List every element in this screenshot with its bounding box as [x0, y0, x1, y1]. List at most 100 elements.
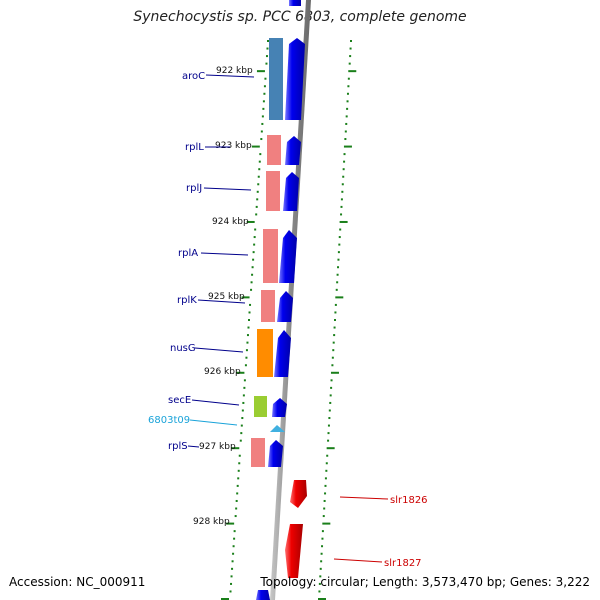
- minor-tick-left: [233, 530, 236, 533]
- minor-tick-left: [257, 183, 260, 186]
- minor-tick-left: [241, 409, 244, 412]
- minor-tick-left: [236, 492, 239, 495]
- minor-tick-right: [336, 281, 339, 284]
- product-box-rplL: [267, 135, 281, 165]
- minor-tick-left: [263, 85, 266, 88]
- minor-tick-right: [334, 311, 337, 314]
- minor-tick-left: [232, 545, 235, 548]
- major-tick-left: [226, 522, 235, 525]
- scale-label-928: 928 kbp: [193, 517, 230, 527]
- scale-label-927: 927 kbp: [199, 442, 236, 452]
- minor-tick-right: [341, 190, 344, 193]
- scale-label-924: 924 kbp: [212, 217, 249, 227]
- minor-tick-left: [250, 281, 253, 284]
- minor-tick-left: [237, 469, 240, 472]
- left-leader-lines: [187, 74, 255, 448]
- minor-tick-right: [344, 138, 347, 141]
- minor-tick-left: [261, 122, 264, 125]
- product-box-aroC: [269, 38, 283, 120]
- minor-tick-right: [321, 530, 324, 533]
- minor-tick-left: [253, 236, 256, 239]
- minor-tick-left: [234, 515, 237, 518]
- major-tick-right: [343, 145, 352, 148]
- forward-arrow-6803t09: [270, 425, 285, 432]
- minor-tick-right: [349, 47, 352, 50]
- major-tick-right: [318, 598, 326, 600]
- minor-tick-right: [342, 168, 345, 171]
- minor-tick-right: [331, 364, 334, 367]
- minor-tick-right: [340, 198, 343, 201]
- minor-tick-right: [327, 432, 330, 435]
- minor-tick-left: [235, 507, 238, 510]
- minor-tick-left: [238, 454, 241, 457]
- minor-tick-left: [242, 394, 245, 397]
- gene-label-rplK: rplK: [177, 295, 197, 306]
- minor-tick-left: [257, 175, 260, 178]
- reverse-arrow-slr1826: [290, 480, 307, 508]
- minor-tick-right: [324, 477, 327, 480]
- minor-tick-right: [319, 567, 322, 570]
- minor-tick-left: [229, 590, 232, 593]
- gene-label-rplS: rplS: [168, 441, 188, 452]
- product-box-secE: [254, 396, 267, 417]
- gene-label-rplJ: rplJ: [186, 183, 202, 194]
- minor-tick-right: [342, 175, 345, 178]
- major-tick-left: [241, 296, 250, 299]
- minor-tick-right: [347, 85, 350, 88]
- minor-tick-right: [323, 507, 326, 510]
- minor-tick-left: [247, 326, 250, 329]
- gene-label-aroC: aroC: [182, 71, 205, 82]
- scale-label-926: 926 kbp: [204, 367, 241, 377]
- minor-tick-right: [338, 243, 341, 246]
- minor-tick-right: [345, 115, 348, 118]
- minor-tick-left: [236, 484, 239, 487]
- minor-tick-right: [337, 251, 340, 254]
- minor-tick-right: [349, 55, 352, 58]
- gene-label-nusG: nusG: [170, 343, 196, 354]
- minor-tick-right: [327, 439, 330, 442]
- major-tick-right: [326, 447, 335, 450]
- minor-tick-left: [240, 432, 243, 435]
- minor-tick-left: [259, 153, 262, 156]
- minor-tick-left: [246, 334, 249, 337]
- minor-tick-left: [233, 537, 236, 540]
- major-tick-right: [335, 296, 344, 299]
- minor-tick-right: [324, 492, 327, 495]
- minor-tick-right: [318, 582, 321, 585]
- minor-tick-left: [243, 379, 246, 382]
- minor-tick-right: [325, 469, 328, 472]
- minor-tick-left: [265, 62, 268, 65]
- major-tick-right: [330, 371, 339, 374]
- minor-tick-left: [243, 386, 246, 389]
- major-tick-left: [246, 220, 255, 223]
- minor-tick-right: [333, 334, 336, 337]
- major-tick-right: [322, 522, 331, 525]
- product-box-nusG: [257, 329, 273, 377]
- minor-tick-right: [336, 273, 339, 276]
- minor-tick-left: [242, 401, 245, 404]
- gene-label-slr1826: slr1826: [390, 495, 428, 506]
- minor-tick-right: [332, 349, 335, 352]
- minor-tick-right: [326, 454, 329, 457]
- minor-tick-left: [256, 190, 259, 193]
- minor-tick-right: [345, 122, 348, 125]
- scale-ticks: [221, 40, 357, 600]
- minor-tick-left: [251, 266, 254, 269]
- minor-tick-right: [328, 417, 331, 420]
- minor-tick-left: [248, 319, 250, 321]
- minor-tick-right: [334, 319, 336, 321]
- major-tick-left: [231, 447, 240, 450]
- minor-tick-right: [320, 560, 323, 563]
- forward-arrow-rplK: [277, 291, 293, 322]
- minor-tick-right: [322, 515, 325, 518]
- forward-arrow-bottom: [256, 590, 270, 600]
- gene-label-rplL: rplL: [185, 142, 204, 153]
- gene-label-slr1827: slr1827: [384, 558, 422, 569]
- minor-tick-right: [323, 499, 326, 502]
- minor-tick-left: [262, 100, 265, 103]
- minor-tick-right: [331, 356, 334, 359]
- reverse-gene-arrows: [285, 480, 307, 578]
- minor-tick-right: [321, 537, 324, 540]
- minor-tick-right: [319, 575, 322, 578]
